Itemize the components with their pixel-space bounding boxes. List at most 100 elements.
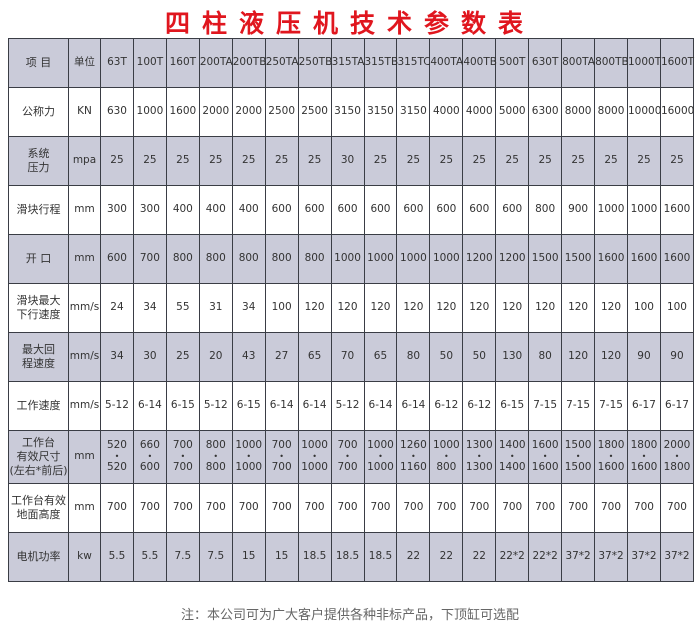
table-cell: 6-14 (264, 381, 299, 431)
table-cell: 37*2 (561, 532, 596, 582)
table-cell: 18.5 (297, 532, 332, 582)
dim-depth: 700 (271, 461, 292, 473)
table-cell: 130 (495, 332, 530, 382)
footer-note: 注：本公司可为广大客户提供各种非标产品，下顶缸可选配 (180, 608, 519, 623)
table-cell: 1800 • 1600 (594, 430, 628, 484)
row-label: 电机功率 (8, 532, 69, 582)
table-cell: 4000 (429, 87, 464, 137)
table-cell: 37*2 (627, 532, 661, 582)
table-row: 电机功率 kw 5.5 5.5 7.5 7.5 15 15 18.5 18.5 18.5 22 22 22… (8, 532, 695, 582)
table-cell: 5-12 (100, 381, 134, 431)
table-cell: 120 (594, 332, 628, 382)
table-cell: 25 (231, 136, 266, 186)
dim-depth: 1160 (400, 461, 427, 473)
table-cell: 22*2 (495, 532, 530, 582)
table-cell: 700 (100, 483, 134, 533)
table-cell: 600 (297, 185, 332, 235)
table-cell: 700 (330, 483, 365, 533)
dim-separator: • (279, 452, 285, 461)
table-cell: 600 (363, 185, 398, 235)
table-cell: 1000 (627, 185, 661, 235)
table-cell: 18.5 (330, 532, 365, 582)
table-cell: 6-12 (462, 381, 497, 431)
dim-depth: 1800 (663, 461, 691, 473)
dim-width: 1000 (301, 439, 328, 452)
dim-width: 800 (205, 439, 226, 452)
header-item: 项 目 (8, 38, 69, 88)
table-cell: 800 (297, 234, 332, 284)
table-cell: 700 (132, 234, 167, 284)
table-cell: 700 (561, 483, 596, 533)
table-cell: 1600 • 1600 (528, 430, 563, 484)
header-model: 800TB (594, 38, 629, 88)
table-cell: 25 (462, 136, 497, 186)
table-cell: 300 (132, 185, 167, 235)
dim-width: 660 (139, 439, 160, 452)
table-cell: 700 (264, 483, 299, 533)
table-cell: 5-12 (198, 381, 233, 431)
table-cell: 20 (198, 332, 233, 382)
table-cell: 25 (264, 136, 299, 186)
dim-width: 1000 (367, 439, 394, 452)
table-cell: 400 (231, 185, 266, 235)
row-unit: kw (68, 532, 101, 582)
table-cell: 700 (231, 483, 266, 533)
table-cell: 25 (396, 136, 431, 186)
table-cell: 7.5 (165, 532, 200, 582)
dim-depth: 520 (106, 461, 127, 473)
dim-separator: • (213, 452, 219, 461)
table-cell: 1500 • 1500 (561, 430, 596, 484)
table-cell: 5.5 (132, 532, 167, 582)
dim-separator: • (180, 452, 186, 461)
table-cell: 27 (264, 332, 299, 382)
table-cell: 2000 • 1800 (659, 430, 695, 484)
table-cell: 600 (330, 185, 365, 235)
table-cell: 25 (363, 136, 398, 186)
table-cell: 800 (165, 234, 200, 284)
header-model: 100T (132, 38, 167, 88)
table-cell: 30 (132, 332, 167, 382)
table-cell: 31 (198, 283, 233, 333)
table-cell: 25 (132, 136, 167, 186)
header-row: 项 目单位 63T 100T 160T 200TA 200TB 250TA 250TB 315T… (8, 38, 694, 88)
table-cell: 70 (330, 332, 365, 382)
table-row: 系统 压力 mpa 25 25 25 25 25 25 25 30 25 25 25 25 25 25 25 25… (8, 136, 695, 186)
dim-separator: • (411, 452, 416, 461)
table-cell: 1600 (659, 185, 695, 235)
table-cell: 25 (165, 136, 200, 186)
table-cell: 80 (396, 332, 431, 382)
dim-separator: • (641, 452, 647, 461)
table-cell: 25 (659, 136, 695, 186)
table-cell: 7-15 (561, 381, 596, 431)
table-cell: 600 (462, 185, 497, 235)
table-cell: 8000 (561, 87, 596, 137)
table-cell: 700 (165, 483, 200, 533)
table-row: 工作台有效 地面高度 mm 700 700 700 700 700 700 700 700 700 7… (8, 483, 695, 533)
table-cell: 120 (396, 283, 431, 333)
table-cell: 25 (594, 136, 628, 186)
header-model: 250TB (297, 38, 332, 88)
table-cell: 1000 • 1000 (297, 430, 332, 484)
table-cell: 800 (264, 234, 299, 284)
table-cell: 7.5 (198, 532, 233, 582)
table-cell: 2000 (231, 87, 266, 137)
header-model: 1600T (659, 38, 694, 88)
dim-width: 1260 (400, 439, 427, 452)
dim-depth: 1500 (564, 461, 592, 473)
table-cell: 700 (297, 483, 332, 533)
table-cell: 16000 (659, 87, 694, 137)
row-label: 系统 压力 (8, 136, 69, 186)
table-cell: 25 (528, 136, 563, 186)
table-cell: 6-14 (297, 381, 332, 431)
parameter-table: 项 目单位 63T 100T 160T 200TA 200TB 250TA 250TB 315T… (8, 38, 694, 582)
table-cell: 660 • 600 (132, 430, 167, 484)
table-cell: 1600 (627, 234, 661, 284)
table-cell: 700 (594, 483, 628, 533)
header-model: 315TC (396, 38, 431, 88)
table-row: 最大回 程速度 mm/s 34 30 25 20 43 27 65 70 65 80 50 50 130 80… (8, 332, 695, 382)
dim-depth: 800 (205, 461, 226, 473)
table-cell: 34 (231, 283, 266, 333)
table-cell: 1800 • 1600 (627, 430, 661, 484)
table-cell: 800 (231, 234, 266, 284)
table-cell: 600 (495, 185, 530, 235)
